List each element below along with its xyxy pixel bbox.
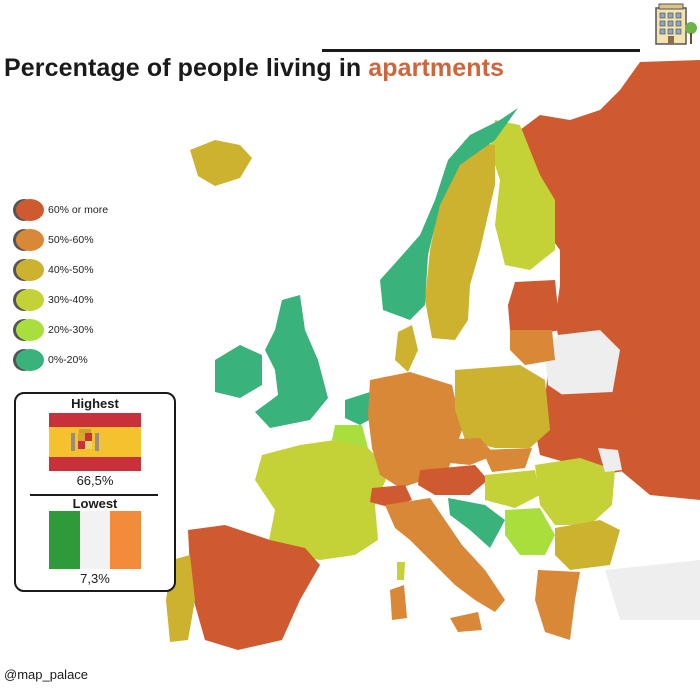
lowest-value: 7,3% (80, 571, 110, 586)
legend-item: 50%-60% (12, 228, 172, 252)
region-czech (430, 438, 495, 465)
legend-swatch (13, 199, 44, 221)
region-croatia (448, 498, 505, 548)
title-rule (322, 49, 640, 52)
title-accent: apartments (368, 54, 505, 82)
legend-swatch (13, 289, 44, 311)
region-bulgaria (555, 520, 620, 570)
region-slovakia (482, 448, 532, 472)
highest-lowest-box: Highest 66,5% Lowest 7,3% (14, 392, 176, 592)
page-title: Percentage of people living in apartment… (4, 54, 504, 83)
legend-swatch (13, 229, 44, 251)
region-switzerland (370, 485, 412, 508)
ireland-flag (49, 511, 141, 569)
legend-item: 40%-50% (12, 258, 172, 282)
title-main: Percentage of people living in (4, 54, 362, 82)
legend-label: 50%-60% (48, 234, 94, 246)
region-turkey-part (605, 560, 700, 620)
region-poland (455, 365, 550, 448)
legend-item: 60% or more (12, 198, 172, 222)
region-spain (188, 525, 320, 650)
region-sweden (425, 140, 495, 340)
legend-swatch (13, 349, 44, 371)
legend-item: 30%-40% (12, 288, 172, 312)
highest-value: 66,5% (76, 473, 114, 488)
legend-swatch (13, 319, 44, 341)
region-austria (418, 465, 488, 495)
legend-item: 0%-20% (12, 348, 172, 372)
region-iceland (190, 140, 252, 186)
region-baltics (508, 280, 560, 335)
region-denmark (395, 325, 418, 372)
lowest-heading: Lowest (72, 496, 118, 511)
box-divider (30, 494, 158, 496)
legend-label: 60% or more (48, 204, 109, 216)
region-belarus (545, 330, 620, 400)
region-sicily (450, 612, 482, 632)
legend-swatch (13, 259, 44, 281)
region-norway (380, 108, 518, 320)
region-serbia (505, 508, 555, 555)
legend-label: 20%-30% (48, 324, 94, 336)
region-finland (490, 120, 555, 270)
region-moldova (598, 448, 622, 472)
region-uk (255, 295, 328, 428)
region-corsica (397, 562, 405, 580)
region-germany (368, 372, 462, 488)
region-romania (535, 458, 615, 525)
legend-label: 30%-40% (48, 294, 94, 306)
highest-heading: Highest (71, 396, 119, 411)
apartment-building-icon (652, 2, 698, 48)
legend-label: 40%-50% (48, 264, 94, 276)
region-hungary (485, 470, 540, 508)
region-ireland (215, 345, 262, 398)
credit: @map_palace (4, 667, 89, 682)
legend-item: 20%-30% (12, 318, 172, 342)
region-sardinia (390, 585, 407, 620)
legend-label: 0%-20% (48, 354, 88, 366)
coat-of-arms-icon (71, 429, 99, 451)
region-lithuania (510, 330, 555, 365)
spain-flag (49, 413, 141, 471)
region-greece (535, 570, 580, 640)
region-france (255, 440, 390, 560)
region-italy (385, 498, 505, 612)
